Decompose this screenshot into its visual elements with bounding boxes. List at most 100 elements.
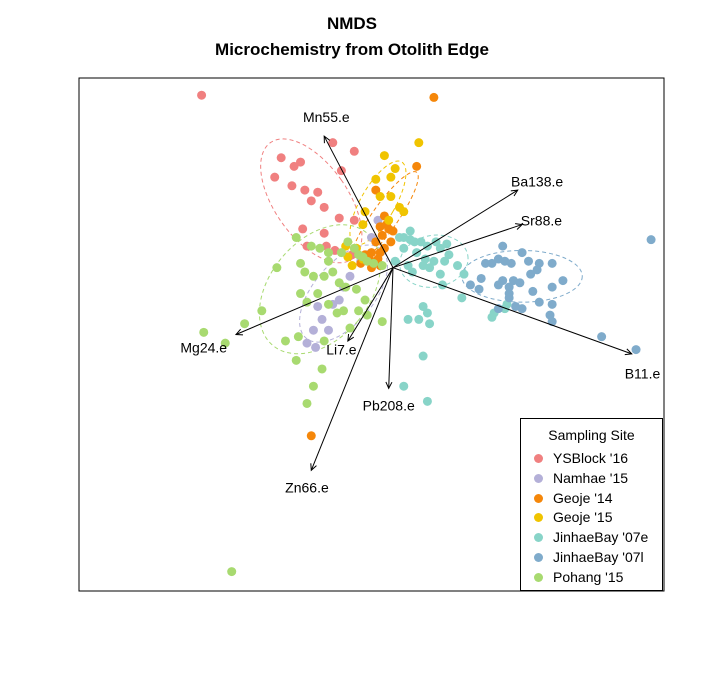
legend-marker — [534, 513, 543, 523]
chart-subtitle: Microchemistry from Otolith Edge — [215, 40, 489, 59]
vector-b11-e — [392, 267, 632, 355]
point-geoje-14 — [377, 230, 387, 240]
point-pohang-15 — [199, 327, 209, 337]
point-jinhaebay-07e — [429, 256, 439, 266]
point-pohang-15 — [360, 295, 370, 305]
point-pohang-15 — [313, 289, 323, 299]
point-namhae-15 — [323, 325, 333, 335]
vector-label-li7-e: Li7.e — [326, 342, 357, 358]
vector-ba138-e — [392, 189, 519, 269]
point-geoje-14 — [375, 222, 385, 232]
arrowhead-b11-e — [624, 348, 633, 356]
point-pohang-15 — [308, 271, 318, 281]
point-jinhaebay-07l — [547, 282, 557, 292]
point-namhae-15 — [313, 301, 323, 311]
point-ysblock-16 — [287, 181, 297, 191]
point-jinhaebay-07l — [524, 256, 534, 266]
point-ysblock-16 — [276, 153, 286, 163]
arrowhead-pb208-e — [385, 381, 393, 390]
point-geoje-15 — [371, 174, 381, 184]
plot-border — [78, 77, 665, 592]
point-jinhaebay-07l — [631, 345, 641, 355]
point-jinhaebay-07l — [465, 280, 475, 290]
legend-marker — [534, 493, 543, 503]
legend-item-pohang-15: Pohang '15 — [521, 568, 662, 588]
point-jinhaebay-07l — [493, 280, 503, 290]
point-jinhaebay-07e — [399, 381, 409, 391]
point-ysblock-16 — [313, 187, 323, 197]
point-pohang-15 — [257, 306, 267, 316]
point-namhae-15 — [308, 325, 318, 335]
point-jinhaebay-07l — [480, 258, 490, 268]
point-jinhaebay-07l — [506, 258, 516, 268]
point-geoje-14 — [386, 237, 396, 247]
point-pohang-15 — [308, 381, 318, 391]
legend-item-geoje-14: Geoje '14 — [521, 489, 662, 509]
legend-label: Geoje '15 — [553, 509, 613, 526]
legend-title: Sampling Site — [548, 427, 635, 443]
point-jinhaebay-07e — [435, 243, 445, 253]
point-ysblock-16 — [300, 185, 310, 195]
point-ysblock-16 — [197, 90, 207, 100]
point-jinhaebay-07l — [498, 241, 508, 251]
legend-marker — [534, 454, 543, 463]
ellipse-jinhaebay-07e — [399, 234, 469, 288]
point-jinhaebay-07l — [517, 248, 527, 258]
arrowhead-li7-e — [347, 333, 355, 342]
point-jinhaebay-07e — [425, 263, 435, 273]
point-pohang-15 — [369, 258, 379, 268]
point-jinhaebay-07e — [440, 256, 450, 266]
point-geoje-15 — [358, 220, 368, 230]
vector-mn55-e — [323, 135, 394, 268]
point-pohang-15 — [377, 261, 387, 271]
legend-label: YSBlock '16 — [553, 450, 629, 466]
point-jinhaebay-07l — [547, 299, 557, 309]
point-pohang-15 — [291, 355, 301, 365]
point-geoje-15 — [379, 151, 389, 161]
point-pohang-15 — [317, 364, 327, 374]
legend-marker — [534, 552, 543, 562]
point-jinhaebay-07e — [414, 314, 424, 324]
legend-item-ysblock-16: YSBlock '16 — [521, 449, 662, 469]
point-jinhaebay-07e — [422, 308, 432, 318]
point-namhae-15 — [302, 338, 312, 348]
arrowhead-mg24-e — [234, 328, 244, 336]
legend-label: Geoje '14 — [553, 489, 613, 506]
point-jinhaebay-07e — [457, 293, 467, 303]
legend-marker — [534, 533, 543, 543]
point-ysblock-16 — [349, 215, 359, 225]
point-pohang-15 — [345, 323, 355, 333]
point-pohang-15 — [334, 278, 344, 288]
point-geoje-15 — [343, 252, 353, 262]
point-pohang-15 — [280, 336, 290, 346]
point-pohang-15 — [315, 243, 325, 253]
point-pohang-15 — [302, 398, 312, 408]
point-ysblock-16 — [289, 161, 299, 171]
vector-label-b11-e: B11.e — [625, 365, 661, 381]
point-pohang-15 — [354, 306, 364, 316]
point-pohang-15 — [272, 263, 282, 273]
point-pohang-15 — [349, 243, 359, 253]
point-jinhaebay-07l — [476, 273, 486, 283]
legend-item-geoje-15: Geoje '15 — [521, 508, 662, 528]
arrowhead-mn55-e — [323, 135, 331, 144]
point-geoje-14 — [306, 431, 316, 441]
vector-label-sr88-e: Sr88.e — [521, 212, 562, 228]
point-jinhaebay-07e — [390, 256, 400, 266]
vector-pb208-e — [388, 267, 394, 389]
point-jinhaebay-07e — [425, 319, 435, 329]
legend-marker — [534, 473, 543, 483]
point-jinhaebay-07l — [504, 293, 514, 303]
point-geoje-15 — [390, 164, 400, 174]
point-ysblock-16 — [349, 146, 359, 156]
point-jinhaebay-07l — [487, 258, 497, 268]
arrowhead-ba138-e — [510, 189, 519, 197]
point-jinhaebay-07e — [410, 237, 420, 247]
point-ysblock-16 — [296, 157, 306, 167]
point-jinhaebay-07e — [399, 243, 409, 253]
point-jinhaebay-07e — [418, 351, 428, 361]
arrowhead-sr88-e — [515, 223, 524, 230]
point-ysblock-16 — [334, 213, 344, 223]
vector-zn66-e — [310, 267, 394, 471]
